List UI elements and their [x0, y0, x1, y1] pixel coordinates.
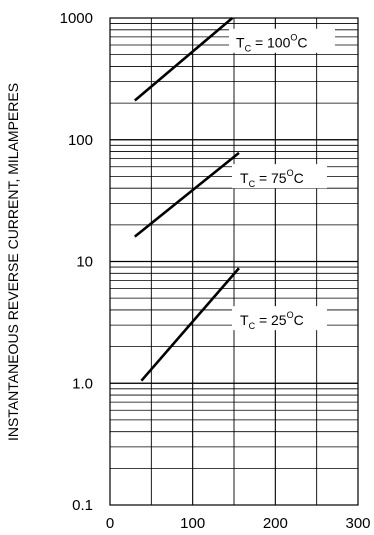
series-line-2 [140, 267, 240, 382]
x-tick-label: 0 [106, 515, 114, 532]
y-tick-label: 0.1 [72, 497, 93, 514]
y-tick-label: 10 [76, 254, 93, 271]
x-tick-label: 100 [180, 515, 205, 532]
x-tick-label: 300 [345, 515, 370, 532]
curve-label-1: TC = 75OC [240, 168, 304, 189]
y-tick-label: 100 [68, 132, 93, 149]
curve-label-background [232, 306, 327, 331]
y-tick-label: 1000 [60, 10, 93, 27]
tick-labels: 0 100 200 300 0.1 1.0 10 100 1000 [60, 10, 371, 532]
x-tick-label: 200 [263, 515, 288, 532]
curve-label-background [232, 164, 327, 189]
curve-labels: TC = 100OC TC = 75OC TC = 25OC [229, 28, 335, 331]
curve-label-0: TC = 100OC [236, 33, 308, 54]
y-axis-label: INSTANTANEOUS REVERSE CURRENT, MILAMPERE… [5, 83, 21, 441]
series-lines [133, 17, 240, 382]
curve-label-background [229, 28, 335, 53]
series-line-1 [133, 151, 240, 238]
curve-label-2: TC = 25OC [240, 310, 304, 331]
series-line-0 [133, 17, 234, 102]
y-tick-label: 1.0 [72, 375, 93, 392]
